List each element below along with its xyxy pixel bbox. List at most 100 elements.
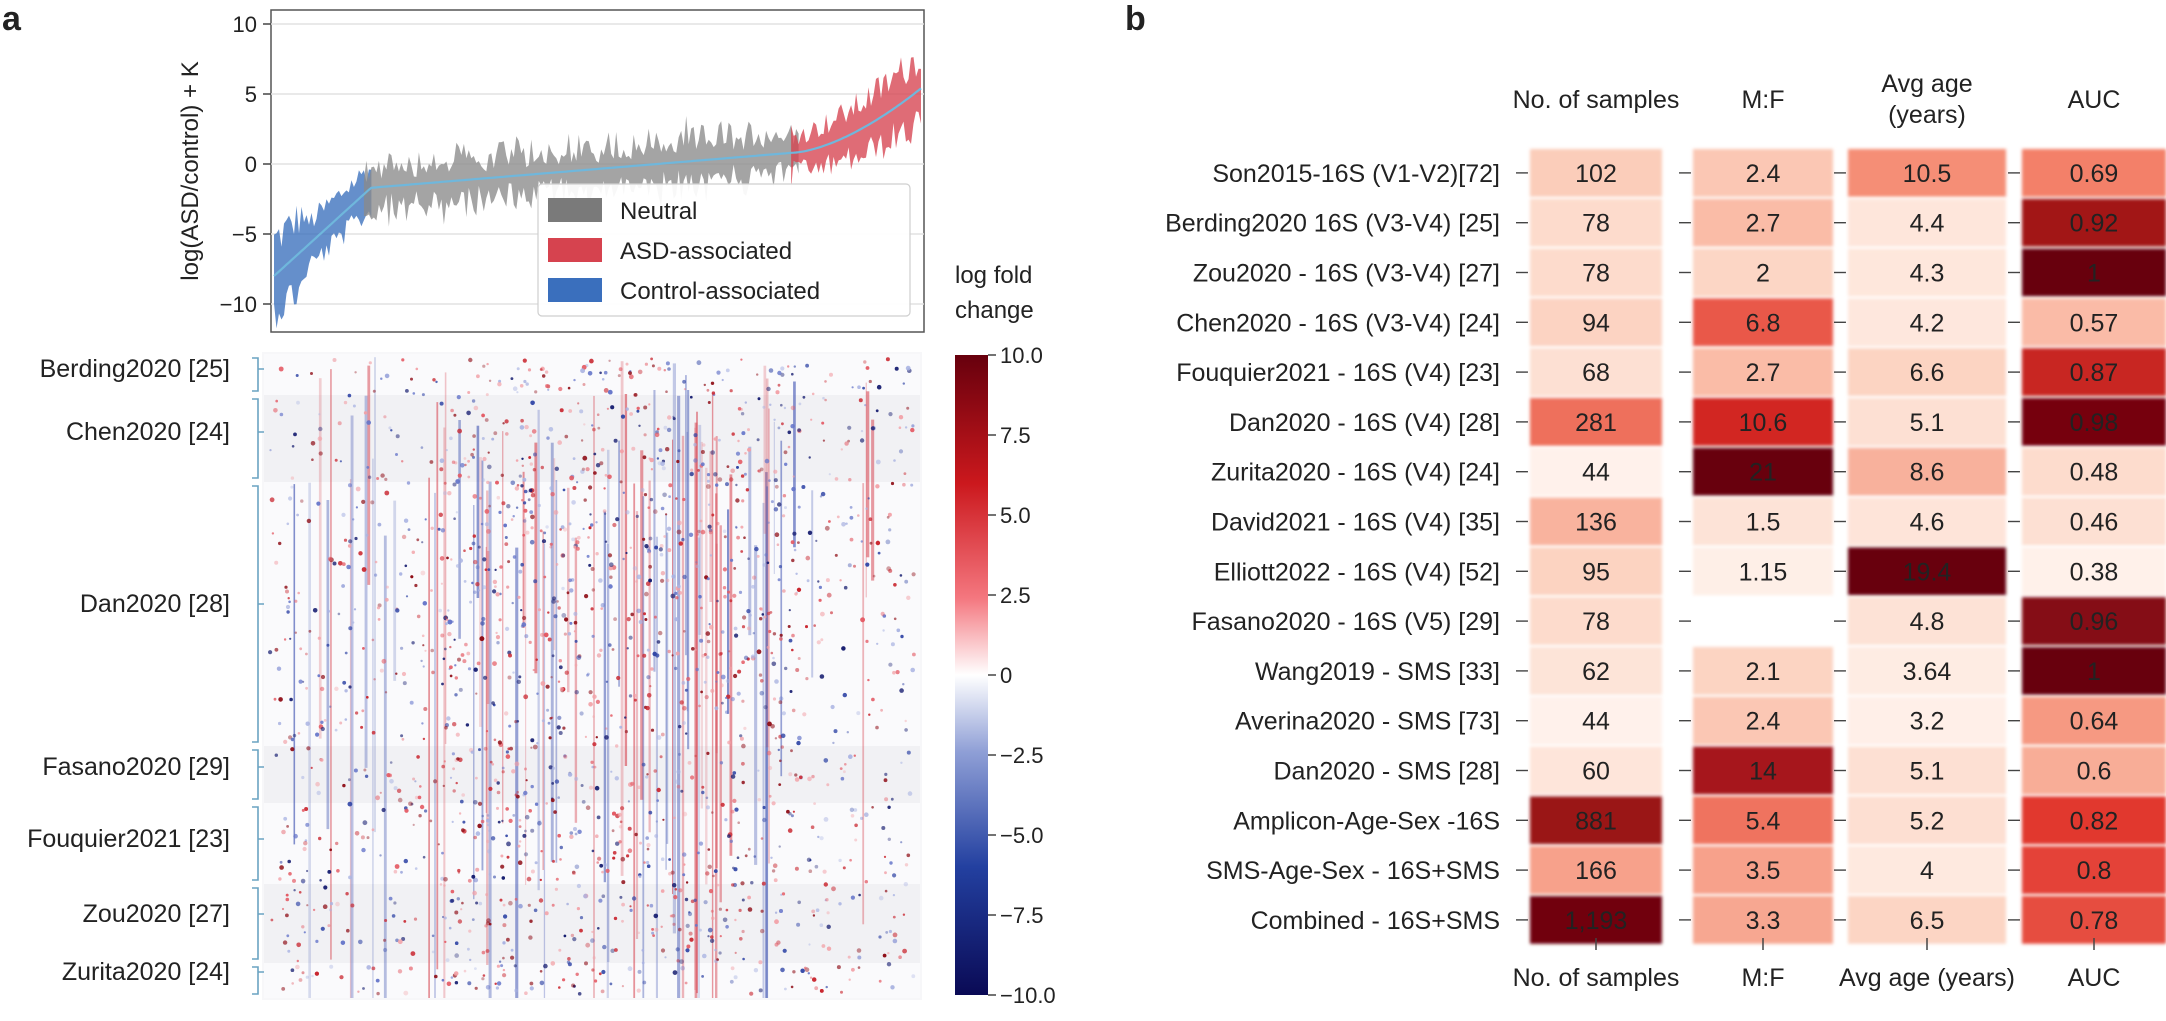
- heatmap-dot: [507, 675, 512, 680]
- heatmap-dot: [642, 455, 647, 460]
- heatmap-dot: [602, 509, 607, 513]
- heatmap-dot: [329, 902, 334, 906]
- heatmap-dot: [505, 834, 508, 838]
- heatmap-dot: [695, 564, 699, 568]
- heatmap-dot: [312, 608, 318, 613]
- heatmap-dot: [786, 809, 790, 814]
- heatmap-dot: [686, 944, 691, 949]
- heatmap-dot: [528, 809, 532, 813]
- heatmap-dot: [319, 686, 325, 692]
- heatmap-dot: [707, 935, 710, 938]
- heatmap-dot: [319, 758, 324, 762]
- heatmap-column-streak: [486, 490, 489, 965]
- heatmap-dot: [714, 948, 717, 952]
- heatmap-dot: [747, 447, 751, 452]
- heatmap-dot: [626, 647, 629, 650]
- heatmap-dot: [301, 880, 305, 884]
- heatmap-dot: [348, 539, 353, 544]
- heatmap-column-streak: [793, 381, 796, 548]
- heatmap-dot: [366, 420, 372, 425]
- heatmap-dot: [276, 666, 282, 671]
- heatmap-dot: [898, 955, 902, 959]
- heatmap-dot: [667, 415, 672, 420]
- heatmap-dot: [740, 474, 745, 478]
- heatmap-dot: [701, 443, 706, 447]
- heatmap-dot: [475, 582, 480, 587]
- study-bracket: [252, 749, 264, 800]
- heatmap-dot: [451, 820, 454, 824]
- heatmap-dot: [666, 427, 672, 433]
- heatmap-dot: [487, 568, 491, 571]
- heatmap-dot: [344, 718, 348, 721]
- heatmap-column-streak: [653, 390, 656, 672]
- heatmap-dot: [506, 585, 510, 589]
- heatmap-dot: [445, 958, 450, 962]
- heatmap-dot: [722, 567, 728, 572]
- heatmap-dot: [305, 686, 308, 690]
- heatmap-dot: [758, 988, 763, 993]
- table-cell-value-age: 4: [1920, 857, 1934, 885]
- heatmap-dot: [672, 922, 676, 926]
- heatmap-study-label: Berding2020 [25]: [40, 355, 230, 383]
- heatmap-dot: [342, 680, 347, 685]
- heatmap-dot: [458, 558, 464, 563]
- heatmap-dot: [772, 697, 777, 701]
- heatmap-dot: [289, 637, 292, 640]
- heatmap-dot: [660, 889, 665, 893]
- heatmap-dot: [766, 645, 770, 649]
- heatmap-dot: [676, 529, 682, 535]
- heatmap-dot: [762, 805, 766, 810]
- heatmap-dot: [487, 464, 492, 470]
- heatmap-dot: [505, 754, 511, 759]
- heatmap-dot: [641, 961, 645, 965]
- heatmap-dot: [528, 456, 532, 459]
- heatmap-dot: [668, 483, 673, 488]
- heatmap-dot: [499, 592, 502, 596]
- heatmap-dot: [685, 881, 689, 884]
- heatmap-dot: [828, 473, 831, 476]
- heatmap-dot: [430, 589, 433, 592]
- heatmap-dot: [690, 899, 695, 904]
- table-cell-age: [1848, 298, 2006, 347]
- table-cell-age: [1848, 248, 2006, 297]
- heatmap-dot: [618, 825, 623, 829]
- heatmap-dot: [500, 854, 504, 858]
- heatmap-dot: [400, 870, 403, 874]
- heatmap-dot: [576, 655, 582, 660]
- heatmap-dot: [682, 497, 686, 502]
- heatmap-dot: [352, 404, 356, 408]
- heatmap-dot: [571, 537, 575, 542]
- heatmap-dot: [583, 423, 586, 426]
- header-auc: AUC: [2068, 86, 2121, 114]
- heatmap-dot: [684, 897, 689, 902]
- heatmap-dot: [591, 588, 595, 592]
- heatmap-dot: [551, 599, 556, 604]
- table-cell-mf: [1693, 796, 1833, 845]
- heatmap-dot: [893, 459, 896, 462]
- heatmap-column-streak: [694, 422, 698, 999]
- heatmap-dot: [601, 894, 606, 898]
- heatmap-dot: [449, 674, 453, 678]
- heatmap-column-streak: [635, 511, 639, 939]
- heatmap-dot: [529, 434, 533, 438]
- heatmap-dot: [730, 774, 736, 779]
- heatmap-dot: [849, 515, 854, 520]
- heatmap-dot: [653, 913, 659, 919]
- heatmap-dot: [514, 486, 520, 491]
- heatmap-dot: [410, 802, 414, 806]
- heatmap-dot: [447, 609, 450, 612]
- heatmap-dot: [557, 606, 561, 610]
- heatmap-dot: [338, 561, 343, 566]
- heatmap-dot: [602, 944, 607, 950]
- heatmap-dot: [759, 607, 763, 611]
- heatmap-dot: [429, 819, 433, 823]
- heatmap-dot: [555, 563, 559, 566]
- heatmap-dot: [797, 657, 801, 660]
- heatmap-dot: [777, 383, 781, 387]
- heatmap-dot: [492, 589, 497, 594]
- heatmap-dot: [761, 881, 766, 886]
- heatmap-dot: [467, 459, 470, 463]
- heatmap-dot: [443, 877, 448, 882]
- heatmap-dot: [599, 648, 603, 652]
- heatmap-dot: [302, 846, 307, 852]
